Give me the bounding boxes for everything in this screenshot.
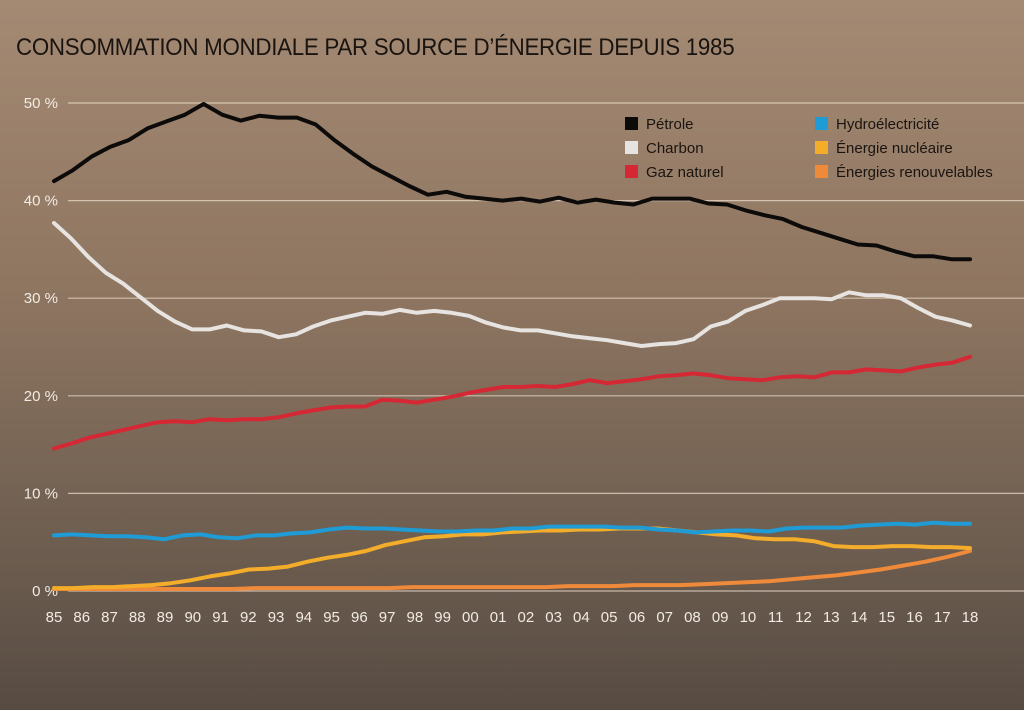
x-tick-label: 87 [101, 609, 118, 626]
x-tick-label: 96 [351, 609, 368, 626]
chart-title: CONSOMMATION MONDIALE PAR SOURCE D’ÉNERG… [16, 34, 735, 61]
x-tick-label: 00 [462, 609, 479, 626]
x-tick-label: 95 [323, 609, 340, 626]
x-tick-label: 99 [434, 609, 451, 626]
x-tick-label: 18 [962, 609, 979, 626]
series-line-2 [52, 354, 972, 451]
legend-swatch [815, 117, 828, 130]
x-tick-label: 10 [740, 609, 757, 626]
x-tick-label: 94 [295, 609, 312, 626]
x-tick-label: 93 [268, 609, 285, 626]
y-tick-label: 10 % [24, 485, 58, 502]
x-axis-ticks: 85 86 87 88 89 90 91 92 93 94 95 96 97 98 99 00 01 02 03 04… [46, 609, 979, 626]
x-tick-label: 88 [129, 609, 146, 626]
x-tick-label: 04 [573, 609, 590, 626]
x-tick-label: 12 [795, 609, 812, 626]
y-tick-label: 40 % [24, 193, 58, 210]
legend-label: Hydroélectricité [836, 116, 939, 133]
x-tick-label: 86 [73, 609, 90, 626]
y-tick-label: 50 % [24, 95, 58, 112]
x-tick-label: 13 [823, 609, 840, 626]
legend-swatch [815, 165, 828, 178]
legend-label: Charbon [646, 140, 704, 157]
y-tick-label: 20 % [24, 388, 58, 405]
legend-swatch [625, 141, 638, 154]
x-tick-label: 85 [46, 609, 63, 626]
y-tick-label: 30 % [24, 290, 58, 307]
x-tick-label: 16 [906, 609, 923, 626]
legend-label: Pétrole [646, 116, 694, 133]
series-line-0 [52, 102, 972, 262]
y-tick-label: 0 % [32, 583, 58, 600]
series-line-3 [52, 520, 972, 542]
x-tick-label: 09 [712, 609, 729, 626]
x-tick-label: 92 [240, 609, 257, 626]
x-tick-label: 91 [212, 609, 229, 626]
x-tick-label: 97 [379, 609, 396, 626]
x-tick-label: 03 [545, 609, 562, 626]
legend: Pétrole Charbon Gaz naturel Hydroélectricit… [625, 116, 993, 181]
x-tick-label: 08 [684, 609, 701, 626]
legend-label: Gaz naturel [646, 164, 724, 181]
legend-label: Énergies renouvelables [836, 164, 993, 181]
series-line-5 [52, 549, 972, 591]
x-tick-label: 11 [768, 609, 784, 626]
x-tick-label: 07 [656, 609, 673, 626]
legend-swatch [815, 141, 828, 154]
legend-swatch [625, 165, 638, 178]
x-tick-label: 01 [490, 609, 507, 626]
series-line-1 [52, 221, 972, 348]
x-tick-label: 02 [518, 609, 535, 626]
y-axis-ticks: 0 % 10 % 20 % 30 % 40 % 50 % [24, 95, 58, 600]
series-line-4 [52, 526, 972, 591]
x-tick-label: 14 [851, 609, 868, 626]
x-tick-label: 98 [407, 609, 424, 626]
legend-label: Énergie nucléaire [836, 140, 953, 157]
x-tick-label: 15 [878, 609, 895, 626]
x-tick-label: 05 [601, 609, 618, 626]
legend-swatch [625, 117, 638, 130]
x-tick-label: 90 [184, 609, 201, 626]
x-tick-label: 17 [934, 609, 951, 626]
series-lines [52, 102, 972, 591]
x-tick-label: 06 [629, 609, 646, 626]
x-tick-label: 89 [157, 609, 174, 626]
